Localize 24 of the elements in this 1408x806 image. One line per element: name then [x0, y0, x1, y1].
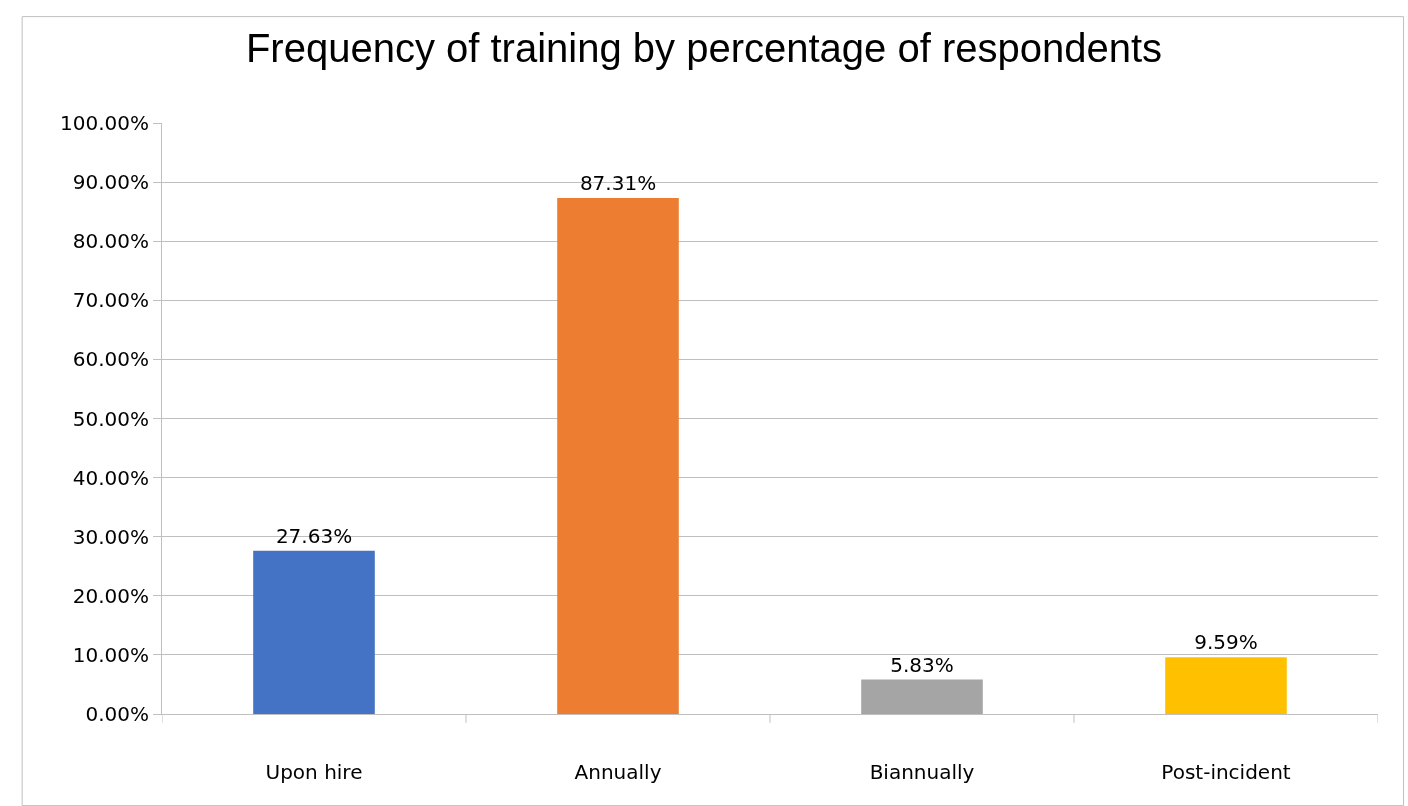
bar	[557, 198, 679, 714]
y-tick-label: 80.00%	[72, 229, 149, 254]
y-tick-label: 90.00%	[72, 170, 149, 195]
y-tick-label: 50.00%	[72, 406, 149, 431]
bar	[861, 679, 983, 714]
y-tick-label: 0.00%	[85, 702, 149, 726]
y-tick-label: 20.00%	[72, 583, 149, 608]
y-tick-label: 10.00%	[72, 642, 149, 667]
x-tick-label: Post-incident	[1161, 760, 1291, 784]
y-tick-label: 40.00%	[72, 465, 149, 490]
x-tick-label: Annually	[574, 760, 662, 784]
y-tick-label: 30.00%	[72, 524, 149, 549]
bar	[253, 550, 375, 714]
data-label: 87.31%	[579, 171, 657, 195]
x-tick-label: Upon hire	[265, 760, 363, 784]
y-tick-label: 60.00%	[72, 347, 149, 372]
chart-title: Frequency of training by percentage of respondents	[245, 26, 1163, 71]
data-label: 5.83%	[890, 652, 954, 677]
y-tick-label: 70.00%	[72, 288, 149, 313]
x-tick-label: Biannually	[869, 760, 975, 784]
bar	[1165, 657, 1287, 714]
y-tick-label: 100.00%	[60, 111, 149, 135]
data-label: 27.63%	[275, 523, 353, 548]
data-label: 9.59%	[1194, 630, 1258, 655]
